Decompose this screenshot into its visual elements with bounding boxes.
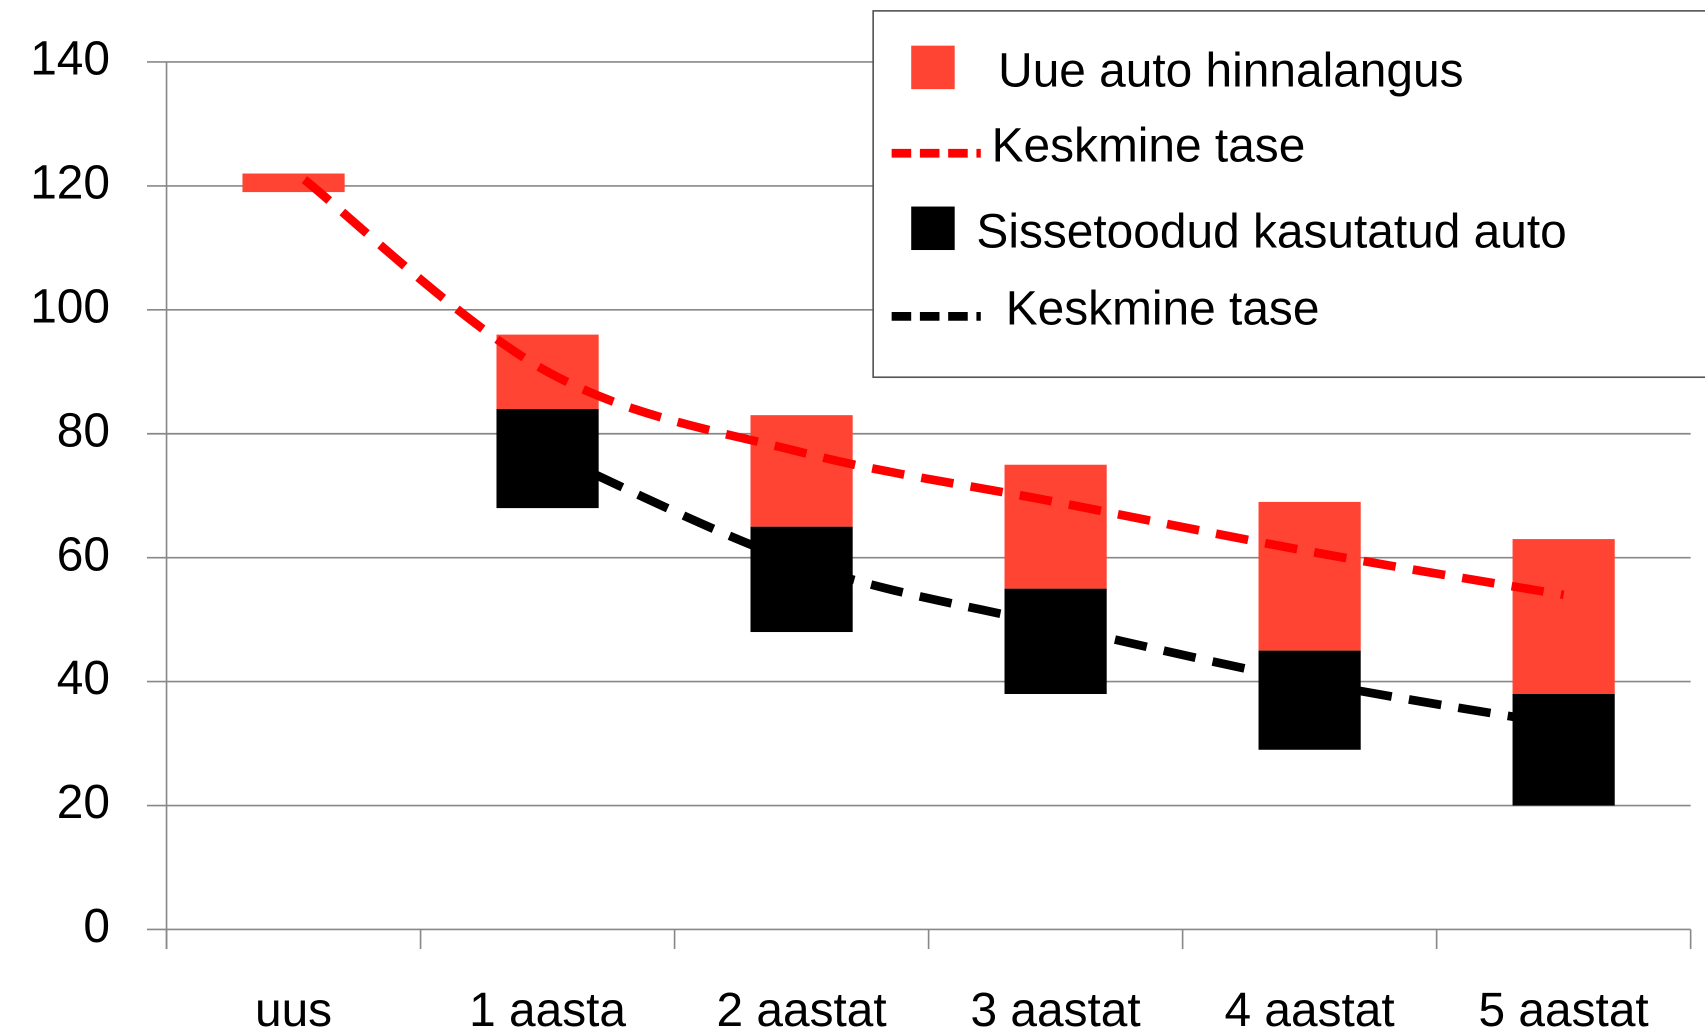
legend-label: Keskmine tase [992,120,1306,173]
bar [750,415,853,527]
legend-swatch [911,45,955,90]
bar [496,408,599,509]
x-tick-label: 1 aasta [469,984,626,1036]
legend-label: Sissetoodud kasutatud auto [976,205,1566,258]
y-tick-label: 0 [83,900,110,953]
bar [1258,650,1361,750]
y-tick-label: 40 [57,652,110,705]
bar [1258,501,1361,651]
legend-swatch [911,206,955,251]
x-tick-label: 3 aastat [971,984,1141,1036]
legend-label: Uue auto hinnalangus [998,45,1463,98]
y-tick-label: 80 [57,404,110,457]
trend-line [545,448,1565,730]
y-tick-label: 20 [57,776,110,829]
bar [1004,588,1107,695]
x-tick-label: 5 aastat [1479,984,1649,1036]
trend-line [301,176,1565,600]
y-tick-label: 100 [30,280,110,333]
legend-box [872,10,1705,379]
bar [1004,464,1107,589]
bar [750,526,853,633]
x-tick-label: 4 aastat [1225,984,1395,1036]
x-tick-label: 2 aastat [716,984,886,1036]
legend-label: Keskmine tase [1006,283,1320,336]
y-tick-label: 60 [57,528,110,581]
x-tick-label: uus [255,984,332,1036]
y-tick-label: 120 [30,157,110,210]
bar [1512,694,1615,806]
bar [242,173,345,193]
bar [1512,539,1615,695]
y-tick-label: 140 [30,33,110,86]
